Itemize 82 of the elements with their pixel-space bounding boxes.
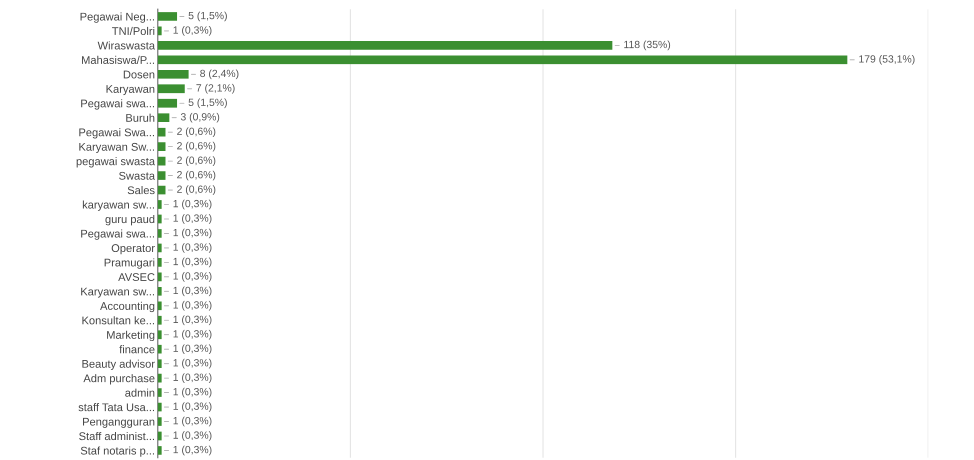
y-tick-label: Dosen	[124, 70, 154, 78]
data-label: 1 (0,3%)	[174, 200, 212, 210]
y-tick-label: Karyawan sw...	[81, 288, 154, 298]
data-label: 1 (0,3%)	[174, 26, 212, 36]
y-tick-label: Beauty advisor	[82, 360, 155, 370]
y-tick-label: AVSEC	[118, 273, 155, 281]
y-tick-label: Operator	[112, 244, 155, 254]
y-tick-label: finance	[119, 345, 155, 354]
data-label: 1 (0,3%)	[174, 402, 212, 412]
bar	[158, 41, 612, 50]
y-tick-label: Karyawan	[106, 85, 154, 96]
bar	[158, 432, 162, 440]
y-tick-label: karyawan sw...	[82, 200, 154, 211]
data-label: 1 (0,3%)	[174, 258, 212, 268]
data-label: 1 (0,3%)	[174, 214, 212, 224]
data-label: 8 (2,4%)	[200, 69, 238, 80]
y-tick-label: Accounting	[100, 302, 154, 312]
bar	[158, 142, 166, 151]
data-label: 118 (35%)	[624, 40, 670, 50]
data-label: 2 (0,6%)	[177, 127, 216, 138]
data-label: 2 (0,6%)	[177, 170, 216, 180]
data-label: 1 (0,3%)	[174, 358, 212, 369]
data-label: 1 (0,3%)	[174, 344, 212, 354]
data-label: 3 (0,9%)	[180, 112, 220, 123]
bar	[158, 417, 162, 426]
bar	[158, 12, 178, 21]
y-tick-label: Karyawan Sw...	[79, 142, 154, 153]
y-tick-label: Wiraswasta	[98, 41, 156, 50]
y-tick-label: Pegawai swa...	[81, 99, 154, 110]
data-label: 5 (1,5%)	[188, 12, 227, 22]
bar	[158, 156, 166, 166]
bar	[158, 70, 189, 79]
bar	[158, 200, 162, 209]
data-label: 1 (0,3%)	[174, 286, 212, 296]
y-tick-label: Mahasiswa/P...	[82, 56, 154, 64]
y-tick-label: Swasta	[119, 172, 156, 180]
bar	[158, 55, 848, 64]
bar	[158, 402, 162, 412]
y-tick-label: Pegawai Neg...	[80, 12, 154, 23]
data-label: 1 (0,3%)	[174, 416, 212, 426]
y-tick-label: TNI/Polri	[112, 26, 154, 36]
bar	[158, 214, 162, 224]
y-tick-label: Pramugari	[104, 258, 154, 269]
data-label: 2 (0,6%)	[177, 142, 216, 152]
y-tick-label: Adm purchase	[83, 374, 155, 384]
data-label: 2 (0,6%)	[177, 156, 216, 166]
bar	[158, 113, 170, 122]
bar	[158, 171, 166, 180]
y-tick-label: Konsultan ke...	[82, 316, 154, 324]
data-label: 1 (0,3%)	[174, 272, 212, 282]
y-tick-label: admin	[125, 388, 154, 397]
y-tick-label: Pegawai Swa...	[79, 128, 154, 139]
data-label: 179 (53,1%)	[859, 54, 915, 65]
data-label: 1 (0,3%)	[174, 315, 212, 326]
y-tick-label: Marketing	[107, 330, 154, 342]
y-tick-label: Staf notaris p...	[80, 446, 154, 457]
data-label: 1 (0,3%)	[174, 228, 212, 238]
y-tick-label: Pegawai swa...	[81, 229, 154, 240]
y-tick-label: guru paud	[105, 214, 154, 226]
bar	[158, 84, 185, 94]
data-label: 1 (0,3%)	[174, 300, 212, 311]
bar	[158, 446, 162, 455]
y-tick-label: pegawai swasta	[76, 157, 156, 168]
data-label: 2 (0,6%)	[177, 185, 216, 195]
data-label: 7 (2,1%)	[196, 84, 235, 94]
bar	[158, 229, 162, 238]
y-tick-label: Buruh	[126, 114, 154, 122]
y-tick-label: staff Tata Usa...	[78, 403, 154, 412]
bar	[158, 98, 178, 108]
y-tick-label: Sales	[128, 186, 155, 194]
data-label: 1 (0,3%)	[174, 431, 212, 441]
bar	[158, 128, 166, 137]
data-label: 1 (0,3%)	[174, 330, 212, 340]
y-tick-label: Pengangguran	[83, 418, 154, 428]
bar	[158, 186, 166, 194]
data-label: 5 (1,5%)	[188, 98, 227, 108]
data-label: 1 (0,3%)	[174, 388, 212, 398]
data-label: 1 (0,3%)	[174, 373, 212, 383]
bar	[158, 244, 162, 252]
y-tick-label: Staff administ...	[79, 432, 154, 440]
data-label: 1 (0,3%)	[174, 446, 212, 456]
data-label: 1 (0,3%)	[174, 243, 212, 253]
